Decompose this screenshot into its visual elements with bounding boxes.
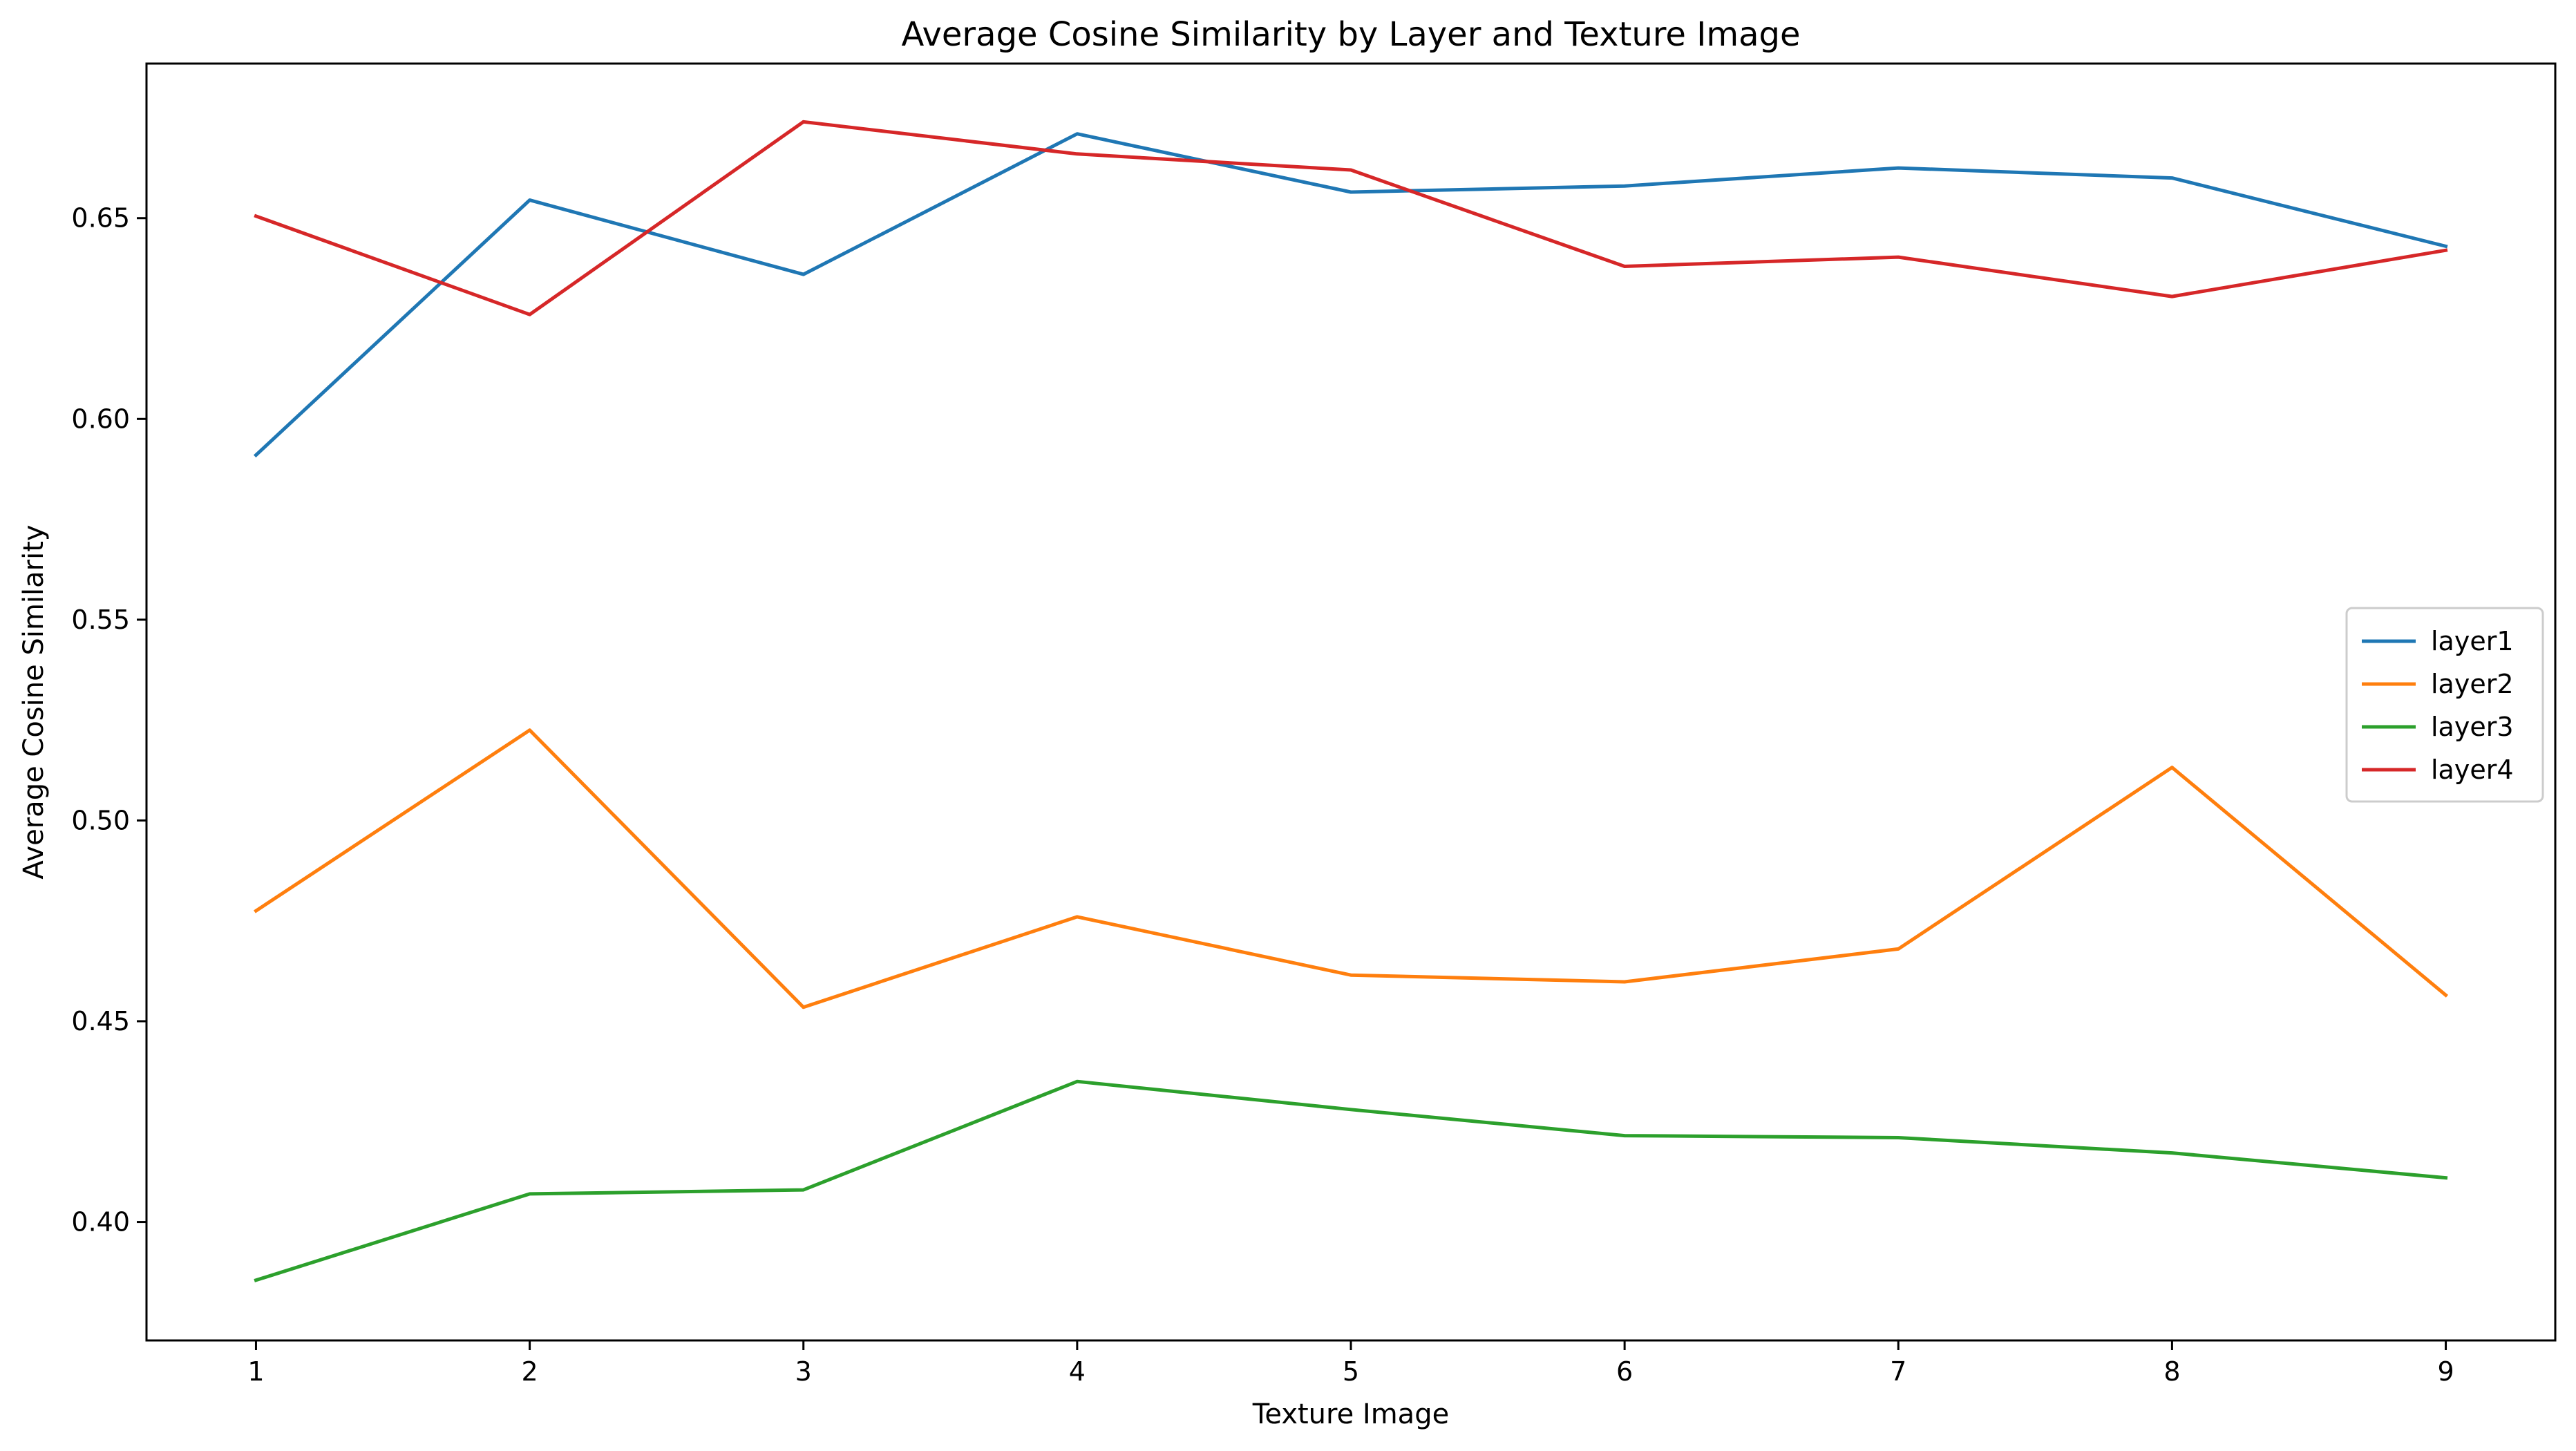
x-tick-label: 3 bbox=[795, 1356, 812, 1387]
legend-label-layer1: layer1 bbox=[2431, 626, 2514, 656]
legend: layer1 layer2 layer3 layer4 bbox=[2345, 607, 2544, 803]
x-tick-label: 4 bbox=[1069, 1356, 1086, 1387]
y-tick-label: 0.55 bbox=[71, 605, 130, 635]
series-line-layer3 bbox=[254, 1079, 2448, 1282]
x-tick-label: 9 bbox=[2437, 1356, 2454, 1387]
series-line-layer1 bbox=[253, 132, 2448, 458]
series-line-layer4 bbox=[254, 120, 2448, 316]
chart-title: Average Cosine Similarity by Layer and T… bbox=[901, 15, 1800, 54]
legend-label-layer4: layer4 bbox=[2431, 755, 2514, 785]
x-tick-label: 7 bbox=[1890, 1356, 1906, 1387]
y-tick-label: 0.40 bbox=[71, 1207, 130, 1237]
x-tick-label: 6 bbox=[1616, 1356, 1633, 1387]
plot-frame bbox=[145, 62, 2557, 1342]
y-axis-title: Average Cosine Similarity bbox=[18, 524, 50, 879]
legend-label-layer3: layer3 bbox=[2431, 712, 2514, 742]
x-axis-title: Texture Image bbox=[1252, 1398, 1449, 1430]
x-tick-label: 5 bbox=[1343, 1356, 1359, 1387]
y-tick-label: 0.45 bbox=[71, 1006, 130, 1036]
y-tick-label: 0.60 bbox=[71, 404, 130, 434]
legend-box bbox=[2345, 607, 2544, 803]
x-tick-label: 8 bbox=[2163, 1356, 2180, 1387]
x-tick-label: 1 bbox=[247, 1356, 264, 1387]
y-tick-label: 0.50 bbox=[71, 805, 130, 835]
y-tick-label: 0.65 bbox=[71, 203, 130, 234]
series-line-layer2 bbox=[254, 728, 2449, 1009]
legend-label-layer2: layer2 bbox=[2431, 669, 2514, 699]
x-tick-label: 2 bbox=[521, 1356, 538, 1387]
